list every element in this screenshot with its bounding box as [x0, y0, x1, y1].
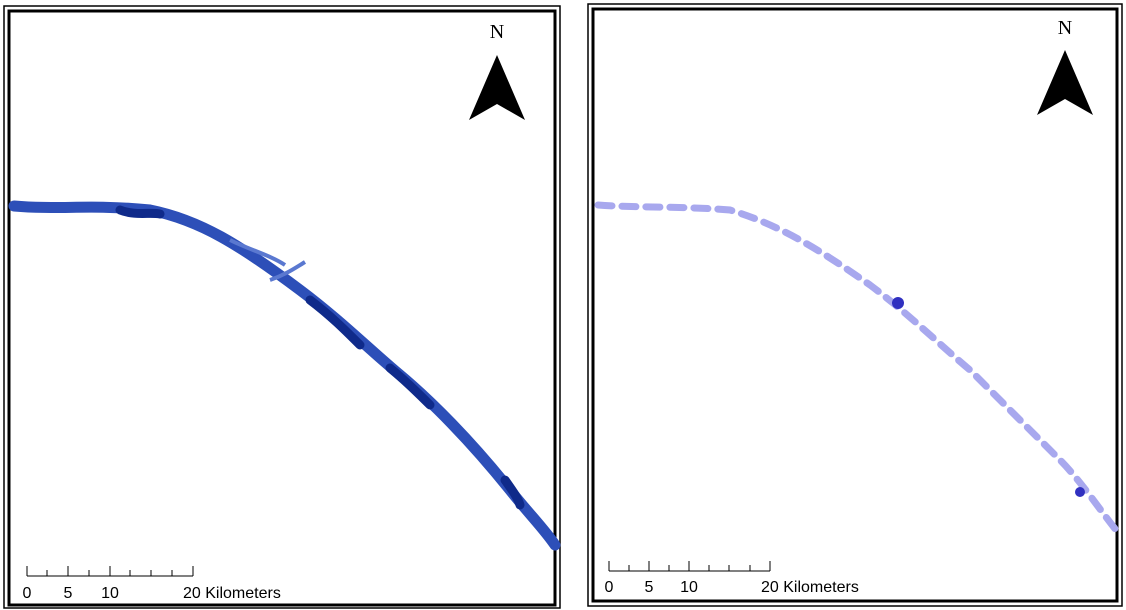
scale-label: 10 [101, 585, 119, 602]
river-branch [229, 238, 307, 282]
north-label: N [490, 21, 504, 43]
frame-inner [7, 9, 557, 607]
panel-right: N 0 5 10 20 Kilometers [587, 3, 1123, 607]
river-deep [115, 205, 525, 510]
river-deep [892, 297, 904, 309]
north-label: N [1058, 17, 1072, 39]
scale-label: 20 Kilometers [761, 579, 859, 596]
scale-bar [608, 561, 771, 572]
scale-bar [26, 566, 194, 577]
frame-inner [591, 7, 1119, 603]
frame-outer [3, 5, 561, 609]
scale-label: 5 [645, 579, 654, 596]
north-arrow [469, 55, 525, 120]
scale-label: 10 [680, 579, 698, 596]
scale-ticks [26, 566, 194, 576]
frame-outer [587, 3, 1123, 607]
river-deep [1075, 487, 1085, 497]
scale-ticks [608, 561, 771, 571]
scale-label: 20 Kilometers [183, 585, 281, 602]
scale-label: 0 [605, 579, 614, 596]
scale-label: 0 [23, 585, 32, 602]
river [594, 201, 1120, 534]
river [8, 200, 561, 551]
panel-left: N 0 5 10 20 Kilometers [3, 5, 561, 609]
north-arrow [1037, 50, 1093, 115]
scale-label: 5 [64, 585, 73, 602]
